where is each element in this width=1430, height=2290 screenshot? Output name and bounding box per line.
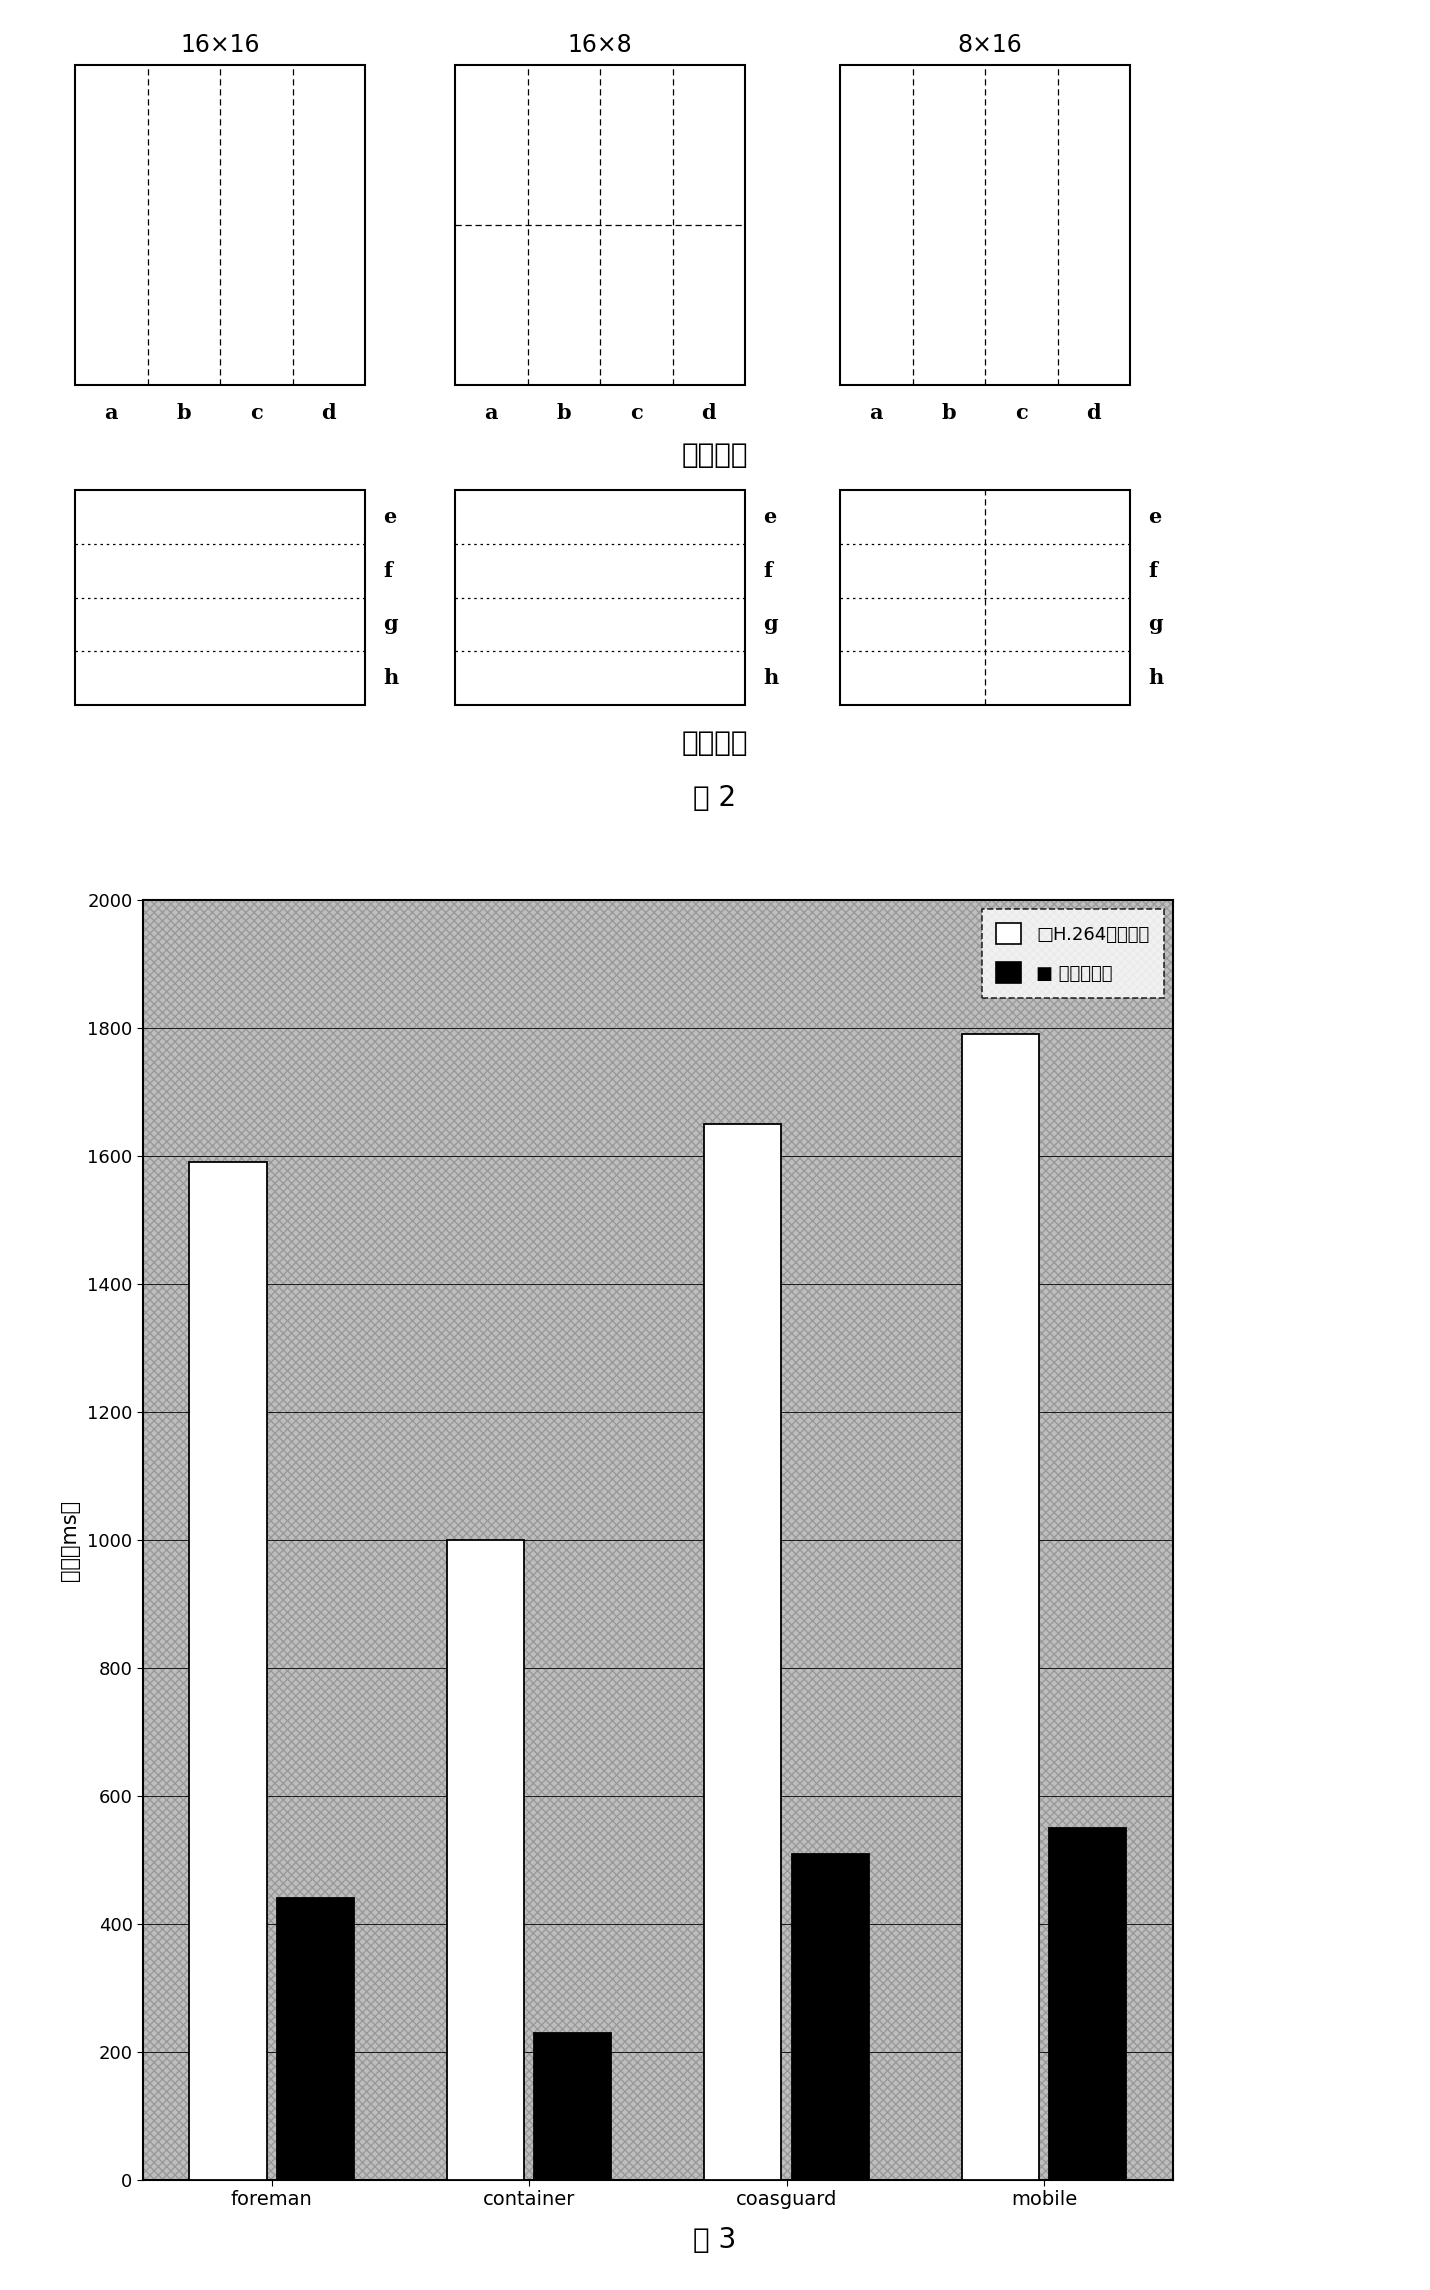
- Bar: [189, 1163, 266, 2180]
- Text: 图 2: 图 2: [694, 783, 736, 813]
- Bar: [961, 1035, 1038, 2180]
- Y-axis label: 时间（ms）: 时间（ms）: [60, 1500, 80, 1580]
- Text: c: c: [629, 403, 642, 424]
- Text: g: g: [1148, 614, 1163, 634]
- Bar: [704, 1124, 781, 2180]
- Bar: [277, 1898, 355, 2180]
- Text: d: d: [322, 403, 336, 424]
- Text: f: f: [1148, 561, 1157, 582]
- Bar: [446, 1539, 523, 2180]
- Text: b: b: [556, 403, 571, 424]
- Bar: [535, 2034, 612, 2180]
- Text: 水平滤波: 水平滤波: [682, 728, 748, 758]
- Bar: [792, 1853, 869, 2180]
- Text: f: f: [383, 561, 392, 582]
- Bar: [455, 490, 745, 705]
- Text: h: h: [1148, 669, 1163, 687]
- Text: e: e: [1148, 506, 1161, 527]
- Text: c: c: [1015, 403, 1028, 424]
- Text: d: d: [1087, 403, 1101, 424]
- Text: 图 3: 图 3: [694, 2226, 736, 2253]
- Text: h: h: [383, 669, 398, 687]
- Text: a: a: [104, 403, 119, 424]
- Bar: [74, 490, 365, 705]
- Text: 8×16: 8×16: [958, 32, 1022, 57]
- Bar: [74, 64, 365, 385]
- Text: 16×8: 16×8: [568, 32, 632, 57]
- Legend: □H.264标准算法, ■ 本发明算法: □H.264标准算法, ■ 本发明算法: [982, 909, 1164, 998]
- Text: a: a: [869, 403, 882, 424]
- Text: 垂直滤波: 垂直滤波: [682, 442, 748, 469]
- Text: e: e: [383, 506, 396, 527]
- Text: b: b: [176, 403, 192, 424]
- Bar: [839, 64, 1130, 385]
- Text: g: g: [764, 614, 778, 634]
- Text: f: f: [764, 561, 772, 582]
- Bar: [839, 490, 1130, 705]
- Bar: [1050, 1827, 1127, 2180]
- Text: g: g: [383, 614, 398, 634]
- Text: b: b: [941, 403, 957, 424]
- Text: 16×16: 16×16: [180, 32, 260, 57]
- Text: h: h: [764, 669, 778, 687]
- Bar: [455, 64, 745, 385]
- Text: d: d: [702, 403, 716, 424]
- Text: e: e: [764, 506, 776, 527]
- Text: a: a: [485, 403, 498, 424]
- Text: c: c: [250, 403, 263, 424]
